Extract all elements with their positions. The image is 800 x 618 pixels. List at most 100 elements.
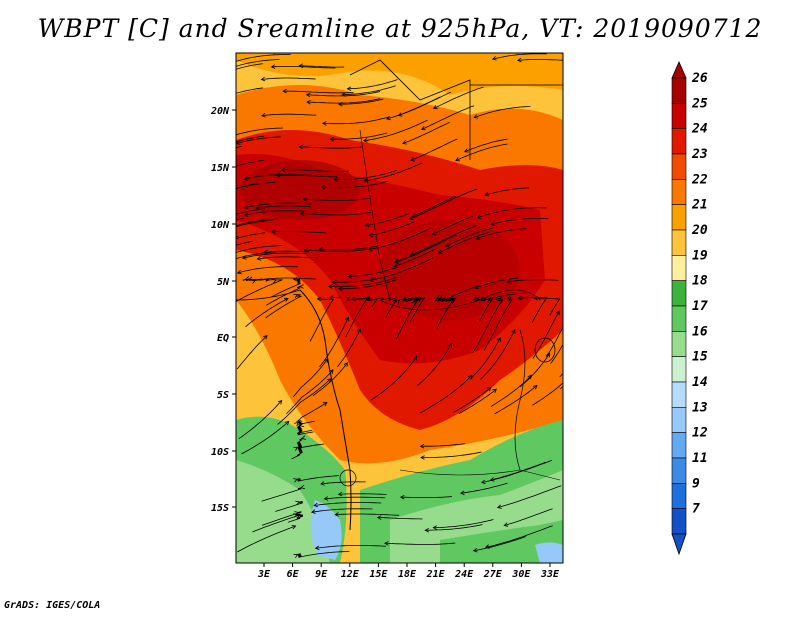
streamline	[507, 279, 559, 283]
colorbar-label: 12	[692, 426, 708, 441]
streamline	[432, 215, 474, 235]
streamline	[245, 278, 270, 282]
lat-label: EQ	[217, 333, 229, 344]
streamline-arrow	[293, 294, 299, 299]
streamline	[236, 181, 276, 190]
map-title: WBPT [C] and Sreamline at 925hPa, VT: 20…	[37, 14, 763, 43]
streamline	[304, 248, 372, 252]
lon-label: 18E	[398, 569, 417, 580]
streamline-arrow	[363, 178, 369, 183]
streamline-arrow	[419, 443, 425, 449]
map-panel	[200, 53, 569, 563]
colorbar-label: 23	[691, 147, 708, 162]
streamline	[293, 358, 328, 398]
colorbar: 26 25 24 23 22 21 20 19 18 17 16 15 14 13 12 11 9 7	[671, 61, 708, 556]
streamline	[437, 297, 457, 304]
streamline	[320, 481, 366, 485]
streamline	[266, 285, 301, 306]
streamline-arrow	[533, 296, 538, 301]
streamline	[532, 310, 560, 359]
streamline	[319, 245, 380, 251]
streamline-arrow	[222, 63, 226, 67]
streamline	[287, 514, 304, 523]
streamline	[236, 251, 277, 260]
streamline-arrow	[455, 157, 460, 162]
streamline-arrow	[474, 284, 479, 289]
streamline	[460, 482, 508, 494]
streamline-arrow	[467, 374, 473, 380]
streamline-arrow	[492, 388, 497, 394]
streamline-arrow	[329, 136, 335, 142]
streamline	[421, 451, 482, 458]
streamline	[481, 459, 553, 483]
streamline-arrow	[271, 229, 276, 234]
streamline	[321, 180, 389, 189]
streamline	[483, 297, 513, 351]
streamline-arrow	[294, 511, 299, 516]
streamline-arrow	[420, 455, 425, 460]
streamline	[296, 437, 325, 449]
streamline	[368, 228, 430, 250]
streamline-arrow	[236, 269, 242, 275]
streamline-arrow	[367, 246, 373, 252]
streamline	[300, 211, 371, 216]
streamline	[236, 245, 283, 253]
streamline-arrow	[200, 199, 204, 202]
streamline-arrow	[205, 78, 209, 82]
lon-label: 9E	[315, 569, 328, 580]
streamline	[402, 122, 450, 144]
streamline-arrow	[480, 479, 486, 485]
streamline-arrow	[215, 71, 219, 75]
streamline	[299, 65, 345, 68]
streamline-arrow	[211, 259, 215, 263]
colorbar-swatch	[671, 508, 687, 535]
streamline-arrow	[323, 496, 329, 501]
colorbar-swatch	[671, 280, 687, 307]
streamline-arrow	[299, 284, 304, 289]
colorbar-swatch	[671, 457, 687, 484]
streamline-arrow	[532, 384, 538, 390]
streamline	[532, 382, 563, 406]
streamline-arrow	[280, 167, 286, 172]
streamline	[265, 294, 303, 319]
streamline	[497, 485, 562, 508]
lon-label: 21E	[426, 569, 446, 580]
streamline	[236, 232, 266, 240]
streamline-arrow	[283, 297, 289, 302]
colorbar-swatch	[671, 356, 687, 383]
streamline	[283, 90, 354, 94]
streamline-arrow	[327, 284, 333, 289]
streamline-arrow	[362, 138, 368, 143]
streamline-arrow	[566, 315, 569, 319]
colorbar-label: 7	[692, 502, 700, 517]
streamline-arrow	[323, 358, 329, 363]
colorbar-label: 9	[692, 476, 700, 491]
streamline	[297, 551, 350, 558]
streamline	[366, 296, 398, 317]
colorbar-swatch	[671, 255, 687, 281]
streamline	[477, 207, 547, 219]
streamline-arrow	[333, 177, 338, 182]
streamline	[236, 236, 239, 238]
streamline-arrow	[424, 527, 429, 533]
streamline-arrow	[473, 114, 479, 119]
streamline-arrow	[365, 295, 371, 301]
streamline	[559, 372, 563, 378]
streamline-arrow	[432, 525, 438, 530]
streamline	[236, 183, 255, 189]
streamline-arrow	[385, 115, 391, 121]
streamline-arrow	[314, 545, 320, 551]
streamline-arrow	[292, 277, 298, 282]
streamline-arrow	[322, 402, 328, 407]
streamline	[364, 162, 423, 182]
streamline-arrow	[295, 500, 301, 506]
streamline	[311, 508, 373, 513]
streamline	[410, 138, 458, 161]
streamline-arrow	[284, 420, 290, 426]
streamline	[491, 218, 549, 225]
streamline-arrow	[334, 512, 339, 517]
streamline	[494, 385, 538, 415]
streamline-arrow	[209, 149, 213, 153]
lon-label: 24E	[454, 569, 474, 580]
streamline-arrow	[496, 336, 501, 342]
